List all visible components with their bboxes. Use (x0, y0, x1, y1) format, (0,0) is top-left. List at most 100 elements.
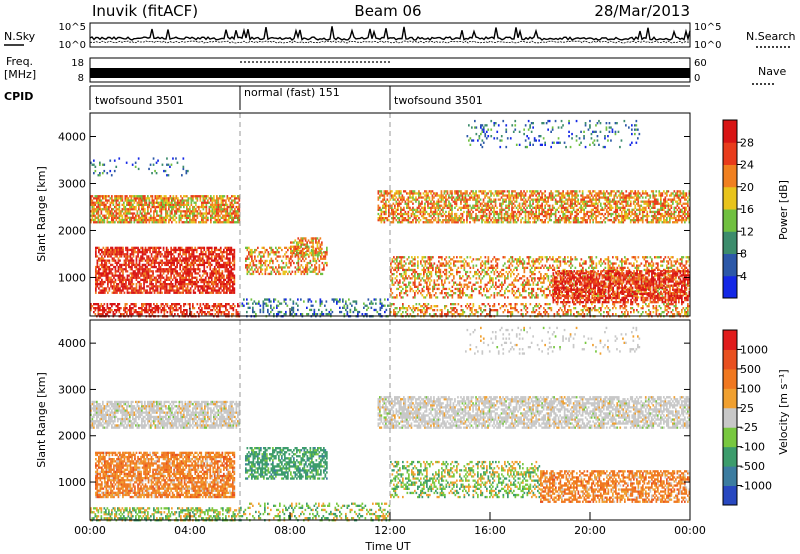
power-cell (150, 303, 152, 306)
power-cell (167, 272, 169, 275)
power-cell (542, 210, 545, 214)
power-cell (222, 311, 224, 314)
power-cell (232, 216, 235, 219)
power-cell (193, 201, 196, 204)
power-cell (532, 212, 534, 216)
power-cell (195, 201, 197, 204)
power-cell (485, 194, 488, 197)
power-cell (439, 196, 441, 199)
power-cell (300, 237, 302, 240)
power-cell (150, 261, 153, 264)
power-cell (343, 304, 346, 307)
power-cell (94, 307, 97, 310)
power-cell (315, 239, 317, 242)
power-cell (98, 287, 100, 290)
power-cell (214, 216, 217, 219)
power-cell (105, 208, 107, 211)
power-cell (425, 219, 428, 222)
power-cell (511, 194, 513, 197)
power-cell (587, 204, 590, 207)
power-cell (168, 201, 170, 204)
power-cell (144, 195, 146, 198)
power-cell (120, 285, 123, 288)
power-cell (216, 272, 219, 275)
power-cell (111, 272, 114, 275)
power-cell (102, 265, 105, 269)
power-cell (184, 309, 187, 312)
noise-right-tick-bottom: 10^0 (694, 40, 721, 51)
power-cell (213, 270, 216, 273)
power-cell (147, 263, 150, 267)
power-cell (409, 192, 411, 195)
power-cell (415, 214, 417, 218)
power-cell (285, 251, 288, 254)
power-cell (273, 253, 276, 256)
power-cell (296, 251, 298, 254)
power-cell (171, 307, 173, 310)
power-cell (509, 194, 512, 197)
power-cell (590, 212, 593, 216)
power-cell (412, 194, 414, 197)
power-cell (333, 298, 335, 301)
power-cell (535, 210, 537, 214)
power-cell (297, 245, 300, 248)
power-cell (565, 210, 567, 214)
power-cell (158, 276, 160, 279)
power-cell (183, 259, 186, 262)
power-cell (308, 268, 310, 271)
power-cell (454, 221, 456, 224)
power-cell (174, 280, 177, 284)
power-cell (265, 304, 268, 307)
power-cell (315, 247, 317, 250)
power-cell (500, 214, 503, 218)
power-cell (175, 309, 178, 312)
power-cell (135, 265, 138, 269)
power-cell (404, 202, 407, 205)
power-cell (476, 202, 479, 205)
power-cell (524, 198, 527, 201)
power-cell (563, 196, 566, 199)
power-cell (176, 289, 178, 292)
power-cell (494, 204, 497, 207)
power-cell (258, 261, 261, 265)
power-cell (93, 218, 95, 222)
power-cell (138, 289, 141, 292)
power-cell (159, 216, 161, 219)
power-cell (150, 208, 152, 211)
power-cell (255, 270, 258, 273)
power-cell (98, 257, 100, 260)
power-cell (161, 276, 163, 279)
power-cell (183, 283, 186, 286)
power-cell (140, 251, 142, 254)
power-cell (113, 257, 115, 260)
power-cell (210, 309, 212, 312)
power-cell (191, 251, 193, 254)
power-cell (132, 205, 134, 209)
power-cell (592, 190, 594, 193)
power-cell (319, 243, 322, 246)
power-cell (148, 205, 151, 209)
power-cell (361, 313, 364, 316)
power-cell (104, 268, 106, 271)
power-cell (424, 202, 426, 205)
power-cell (590, 200, 593, 203)
power-cell (276, 248, 279, 252)
power-cell (291, 255, 294, 258)
power-cell (144, 311, 146, 314)
power-cell (392, 221, 395, 224)
power-cell (388, 210, 390, 214)
power-cell (90, 203, 92, 206)
power-cell (204, 253, 207, 256)
power-cell (482, 219, 485, 222)
power-cell (461, 192, 464, 195)
power-cell (219, 278, 222, 281)
power-cell (229, 214, 232, 217)
power-cell (205, 205, 208, 209)
power-cell (128, 261, 130, 264)
power-cell (470, 208, 473, 211)
power-cell (169, 197, 172, 200)
power-cell (192, 210, 194, 213)
power-cell (225, 212, 227, 215)
power-cell (427, 200, 429, 203)
power-cell (184, 199, 187, 202)
